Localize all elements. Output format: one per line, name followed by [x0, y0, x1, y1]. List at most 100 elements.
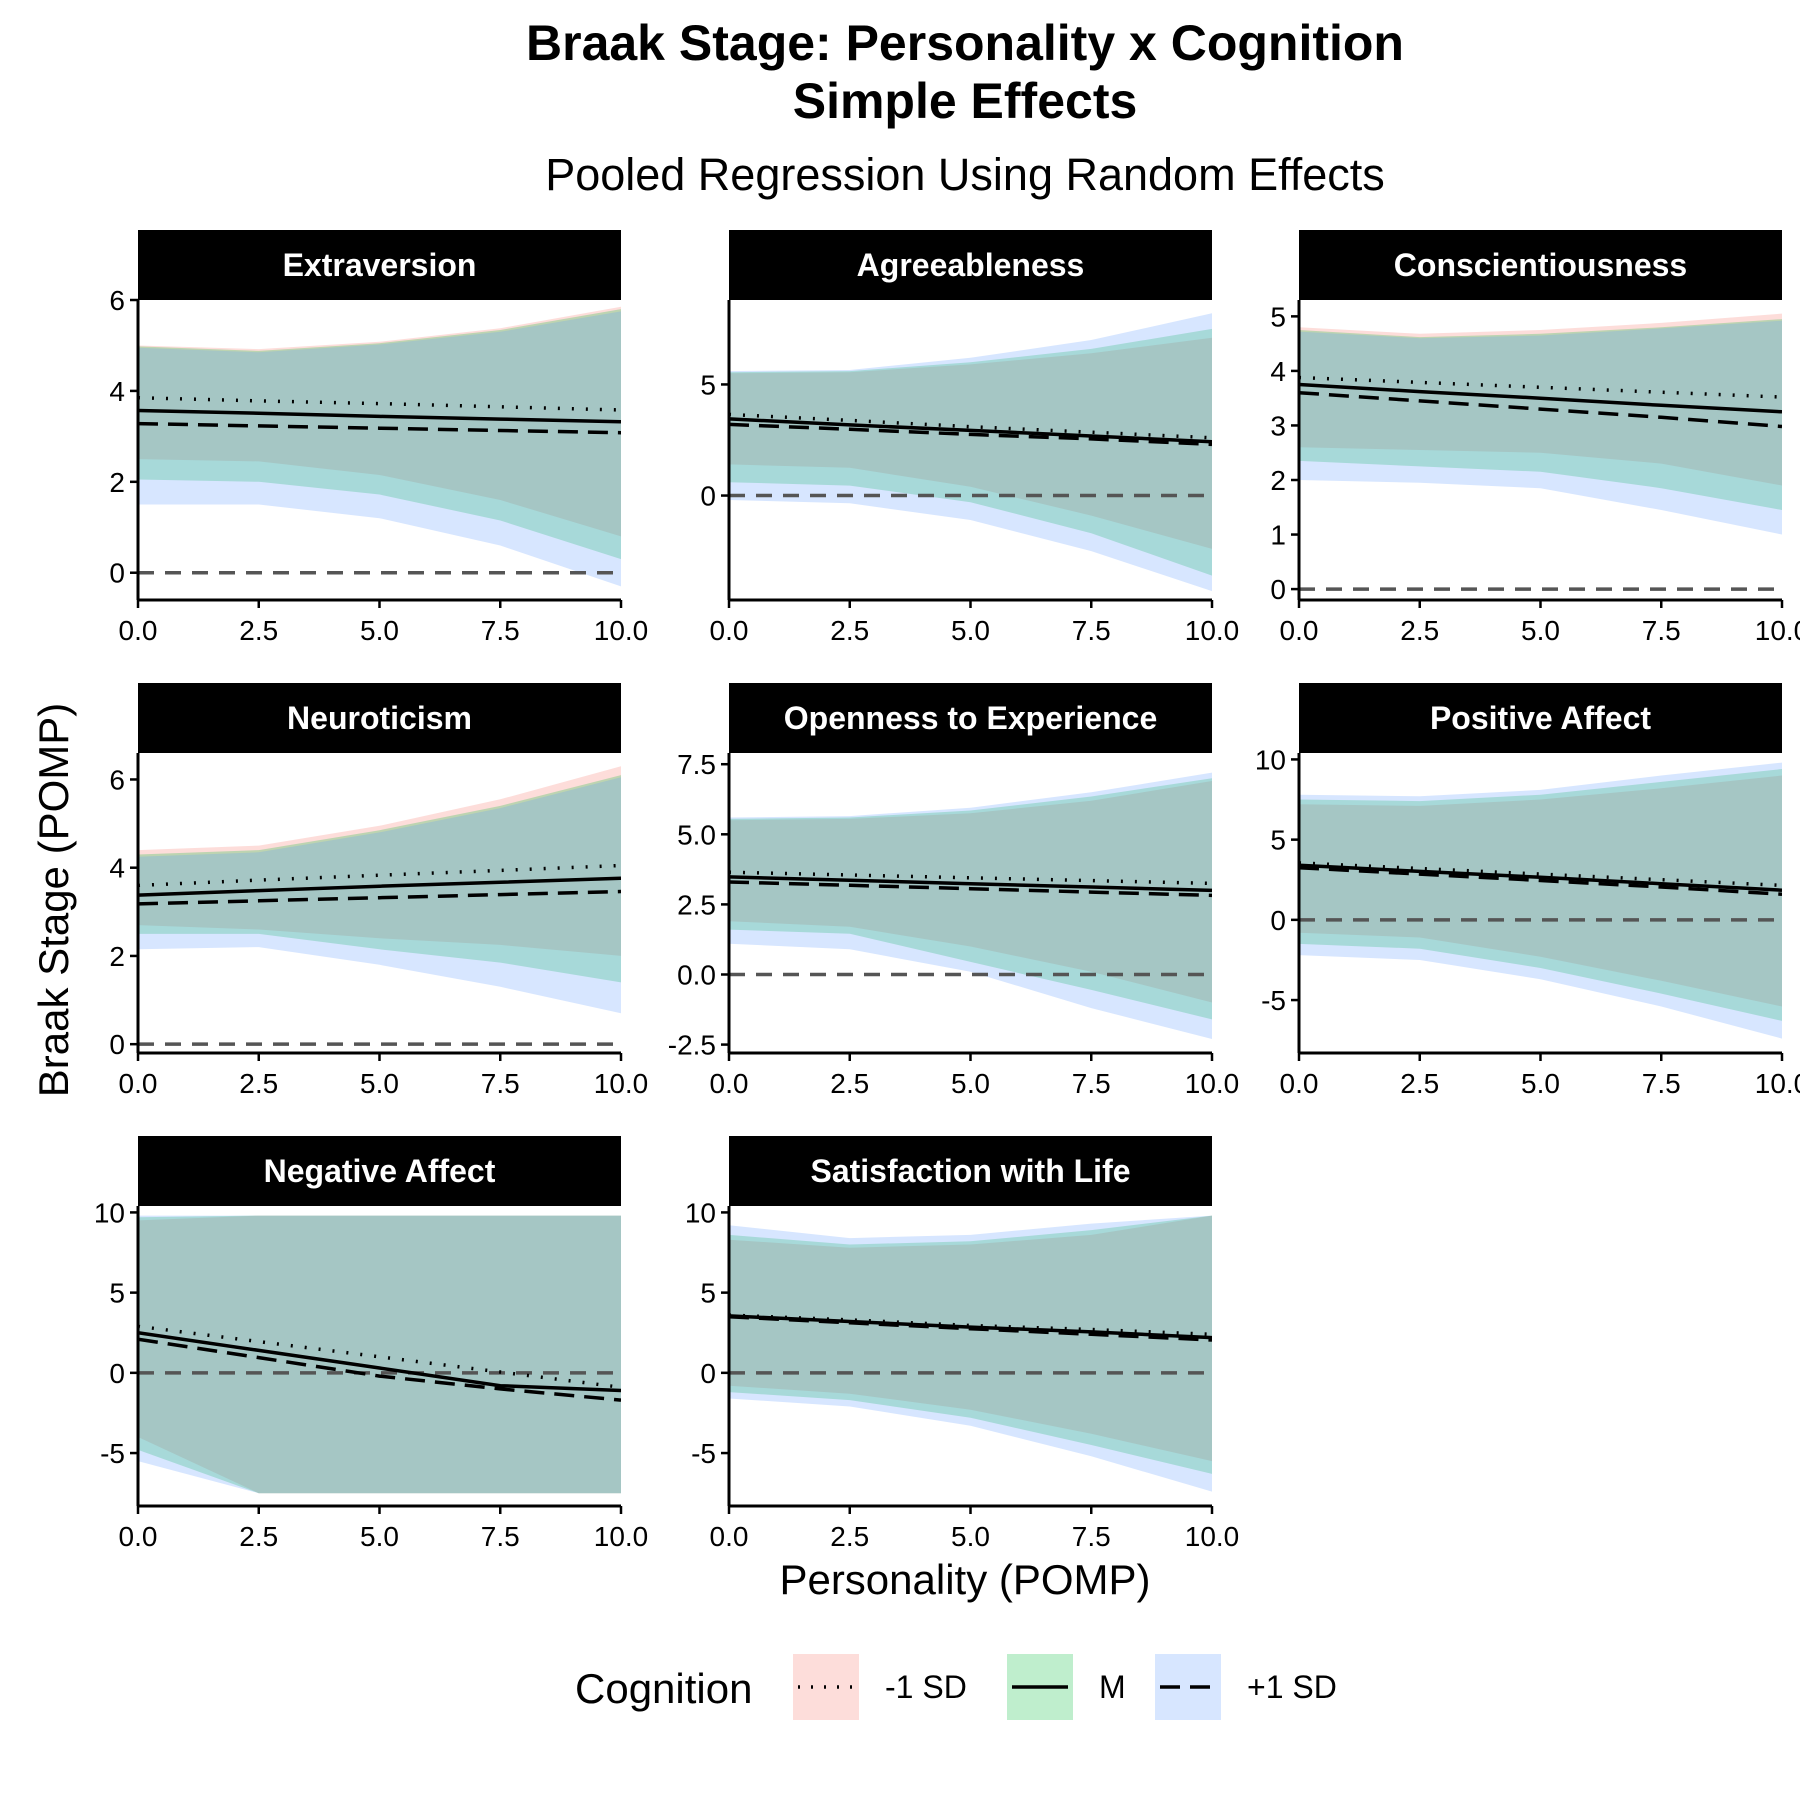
y-tick-label: 6: [109, 764, 125, 795]
x-tick-label: 10.0: [594, 1068, 649, 1099]
plot-area: [729, 1216, 1212, 1492]
x-tick-label: 7.5: [1642, 615, 1681, 646]
y-tick-label: 2: [109, 941, 125, 972]
y-tick-label: 2: [1270, 465, 1286, 496]
y-tick-label: 2.5: [677, 889, 716, 920]
x-tick-label: 10.0: [1755, 615, 1800, 646]
y-tick-label: 5: [1270, 301, 1286, 332]
y-tick-label: 5: [1270, 825, 1286, 856]
x-tick-label: 7.5: [1642, 1068, 1681, 1099]
ribbon-1-sd: [729, 313, 1212, 591]
y-tick-label: 5.0: [677, 819, 716, 850]
plot-area: [138, 1216, 621, 1494]
facet-strip-label: Openness to Experience: [784, 700, 1157, 736]
x-tick-label: 10.0: [1185, 1068, 1240, 1099]
x-axis-title: Personality (POMP): [0, 1556, 1800, 1604]
legend-title: Cognition: [575, 1665, 752, 1712]
y-tick-label: 0: [1270, 905, 1286, 936]
facet-strip-label: Negative Affect: [264, 1153, 496, 1189]
facet-strip-label: Neuroticism: [287, 700, 472, 736]
legend-label: +1 SD: [1247, 1669, 1337, 1705]
y-tick-label: 7.5: [677, 749, 716, 780]
x-tick-label: 0.0: [710, 1068, 749, 1099]
legend-label: -1 SD: [885, 1669, 967, 1705]
x-tick-label: 2.5: [239, 1521, 278, 1552]
x-tick-label: 2.5: [239, 1068, 278, 1099]
y-tick-label: 4: [1270, 356, 1286, 387]
x-tick-label: 2.5: [830, 1068, 869, 1099]
y-tick-label: 1: [1270, 520, 1286, 551]
x-tick-label: 7.5: [1072, 615, 1111, 646]
y-tick-label: 0: [109, 558, 125, 589]
x-tick-label: 7.5: [1072, 1068, 1111, 1099]
ribbon-1-sd: [729, 773, 1212, 1039]
y-tick-label: 10: [1255, 744, 1286, 775]
legend: Cognition -1 SD M +1 SD: [0, 1648, 1800, 1728]
plot-area: [729, 773, 1212, 1039]
x-tick-label: 2.5: [239, 615, 278, 646]
panel-agreeableness: Agreeableness050.0 2.5 5.0 7.5 10.0: [700, 230, 1239, 646]
y-tick-label: 4: [109, 853, 125, 884]
y-tick-label: 5: [109, 1278, 125, 1309]
x-tick-label: 5.0: [951, 615, 990, 646]
y-tick-label: 0: [700, 481, 716, 512]
y-tick-label: 10: [685, 1197, 716, 1228]
y-tick-label: -5: [1261, 985, 1286, 1016]
panel-negative-affect: Negative Affect -5 0 5 10 0.0 2.5 5.0 7.5 10.0: [94, 1136, 648, 1552]
x-tick-label: 10.0: [1185, 1521, 1240, 1552]
panel-extraversion: Extraversion02460.0 2.5 5.0 7.5 10.0: [109, 230, 648, 646]
x-tick-label: 2.5: [830, 1521, 869, 1552]
panel-satisfaction-with-life: Satisfaction with Life -5 0 5 10 0.0 2.5 5.0 7.5…: [685, 1136, 1239, 1552]
plot-area: [729, 313, 1212, 591]
x-tick-label: 5.0: [360, 1521, 399, 1552]
x-tick-label: 2.5: [830, 615, 869, 646]
y-tick-label: 5: [700, 1278, 716, 1309]
y-tick-label: 10: [94, 1197, 125, 1228]
x-tick-label: 2.5: [1400, 1068, 1439, 1099]
panel-neuroticism: Neuroticism 0 2 4 6 0.0 2.5 5.0 7.5 10.0: [109, 683, 648, 1099]
legend-label: M: [1099, 1669, 1126, 1705]
x-tick-label: 0.0: [119, 615, 158, 646]
x-tick-label: 7.5: [481, 615, 520, 646]
x-tick-label: 10.0: [594, 615, 649, 646]
x-tick-label: 5.0: [1521, 615, 1560, 646]
y-tick-label: 0: [700, 1358, 716, 1389]
ribbon-1-sd: [729, 1216, 1212, 1492]
y-tick-label: -5: [100, 1438, 125, 1469]
y-tick-label: -5: [691, 1438, 716, 1469]
y-tick-label: 0: [1270, 574, 1286, 605]
legend-item-1-sd: -1 SD: [793, 1654, 967, 1720]
x-tick-label: 7.5: [1072, 1521, 1111, 1552]
ribbon-1-sd: [138, 1216, 621, 1494]
x-tick-label: 5.0: [951, 1521, 990, 1552]
panel-conscientiousness: Conscientiousness0123450.02.55.07.510.0: [1270, 230, 1800, 646]
x-tick-label: 0.0: [710, 615, 749, 646]
panel-openness-to-experience: Openness to Experience -2.5 0.0 2.5 5.0 7.5 0.…: [668, 683, 1240, 1099]
facet-strip-label: Positive Affect: [1430, 700, 1651, 736]
y-tick-label: 5: [700, 369, 716, 400]
ribbon-1-sd: [1299, 321, 1782, 535]
x-tick-label: 10.0: [594, 1521, 649, 1552]
x-tick-label: 7.5: [481, 1521, 520, 1552]
y-tick-label: 4: [109, 376, 125, 407]
facet-strip-label: Satisfaction with Life: [810, 1153, 1130, 1189]
legend-item-1-sd: +1 SD: [1155, 1654, 1337, 1720]
plot-area: [138, 307, 621, 587]
x-tick-label: 5.0: [360, 615, 399, 646]
y-tick-label: -2.5: [668, 1030, 716, 1061]
y-tick-label: 0.0: [677, 959, 716, 990]
plot-area: [1299, 763, 1782, 1039]
y-tick-label: 2: [109, 467, 125, 498]
x-tick-label: 0.0: [119, 1521, 158, 1552]
y-tick-label: 3: [1270, 410, 1286, 441]
facet-strip-label: Conscientiousness: [1394, 247, 1687, 283]
x-tick-label: 5.0: [1521, 1068, 1560, 1099]
ribbon-1-sd: [1299, 763, 1782, 1039]
y-tick-label: 0: [109, 1029, 125, 1060]
x-tick-label: 5.0: [951, 1068, 990, 1099]
x-tick-label: 0.0: [1280, 615, 1319, 646]
facet-strip-label: Agreeableness: [857, 247, 1085, 283]
legend-item-mean: M: [1007, 1654, 1126, 1720]
